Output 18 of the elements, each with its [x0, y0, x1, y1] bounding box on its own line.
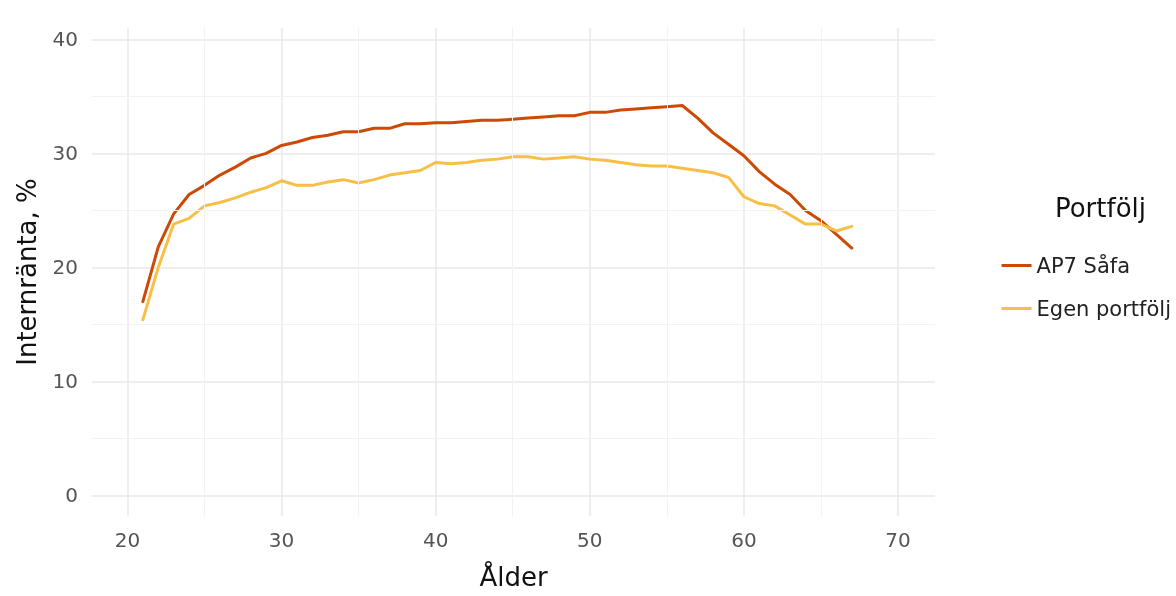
x-tick-label: 20: [114, 528, 141, 552]
line-series: [141, 155, 854, 322]
x-axis-title: Ålder: [479, 561, 548, 592]
legend-title: Portfölj: [1054, 193, 1147, 223]
x-tick-label: 40: [422, 528, 449, 552]
x-tick-label: 70: [885, 528, 911, 552]
y-tick-label: 0: [65, 483, 78, 508]
x-tick-label: 60: [731, 528, 757, 552]
line-series: [141, 104, 854, 304]
y-tick-label: 40: [52, 27, 78, 52]
y-axis-title: Internränta, %: [12, 178, 42, 366]
legend-label: Egen portfölj: [1036, 296, 1172, 321]
x-tick-label: 50: [577, 528, 603, 552]
x-tick-label: 30: [268, 528, 295, 552]
y-tick-label: 10: [52, 369, 78, 394]
y-tick-label: 20: [52, 255, 78, 280]
y-tick-label: 30: [52, 141, 78, 166]
legend-label: AP7 Såfa: [1036, 252, 1131, 278]
